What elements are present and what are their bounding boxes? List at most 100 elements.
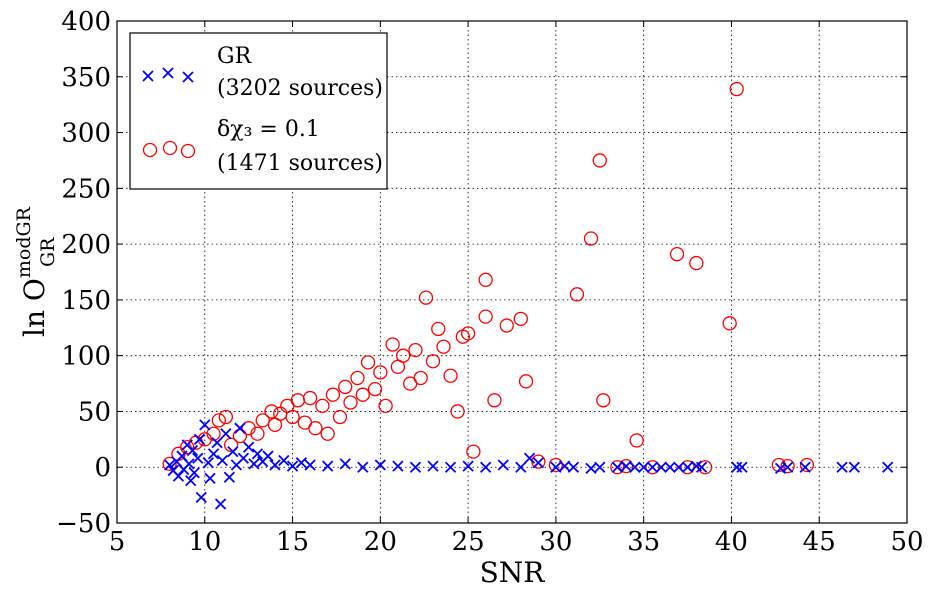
y-tick-label: 400 [61,7,111,37]
x-tick-label: 25 [452,527,485,557]
x-axis-label: SNR [480,556,546,589]
data-point-modified-gr [478,309,493,324]
data-point-modified-gr [350,370,365,386]
data-point-modified-gr [592,153,607,168]
data-point-gr [227,445,239,458]
data-point-gr [695,461,708,473]
data-point-gr [646,461,659,473]
data-point-gr [673,461,685,473]
data-point-modified-gr [250,426,265,441]
data-point-gr [237,452,250,464]
data-point-modified-gr [478,272,493,287]
data-point-gr [339,458,351,470]
data-point-gr [193,433,206,445]
data-point-gr [248,458,260,470]
data-point-modified-gr [436,339,451,354]
data-point-gr [220,428,232,440]
data-point-gr [532,457,544,469]
data-point-modified-gr [431,321,446,337]
data-point-modified-gr [466,444,481,459]
data-point-modified-gr [729,81,744,97]
data-point-gr [214,498,227,510]
data-point-modified-gr [669,247,685,262]
data-point-gr [357,461,369,473]
legend-modified-gr-marker [180,143,196,159]
legend-modified-gr-marker [142,142,158,158]
data-point-modified-gr [232,428,248,444]
data-point-gr [251,448,264,460]
legend: GR (3202 sources) δχ₃ = 0.1 (1471 source… [129,32,388,190]
data-point-modified-gr [308,421,323,436]
data-point-gr [392,460,404,472]
y-axis-label-sup: modGR [13,206,35,278]
data-point-modified-gr [518,374,534,389]
legend-modified-gr-count: (1471 sources) [217,151,383,176]
data-point-gr [269,459,281,471]
data-point-modified-gr [513,311,528,327]
y-axis-label-main: ln O [18,278,51,337]
data-point-modified-gr [332,409,348,425]
modified-gr-series [162,81,815,475]
data-point-modified-gr [629,433,644,448]
data-point-modified-gr [360,355,376,370]
data-point-gr [374,459,386,471]
data-point-gr [629,461,641,473]
data-point-modified-gr [487,393,502,408]
data-point-gr [515,461,527,473]
data-point-gr [186,444,199,457]
data-point-modified-gr [780,458,795,474]
data-point-modified-gr [378,398,393,414]
data-point-gr [655,461,667,473]
data-point-modified-gr [285,409,300,425]
data-point-gr [427,460,439,472]
data-point-modified-gr [373,365,388,380]
y-tick-label: 200 [61,230,111,260]
data-point-gr [216,454,228,467]
data-point-gr [207,448,220,460]
x-tick-label: 10 [188,527,221,557]
y-tick-label: 100 [61,342,111,372]
data-point-modified-gr [722,316,737,331]
y-tick-label: 0 [94,453,111,483]
data-point-gr [594,461,606,473]
data-point-modified-gr [413,370,428,386]
legend-gr-marker [142,70,154,82]
x-tick-label: 20 [364,527,397,557]
x-tick-label: 40 [715,527,748,557]
y-tick-label: 350 [61,63,111,93]
x-tick-label: 45 [803,527,836,557]
data-point-gr [234,422,246,434]
data-point-modified-gr [396,348,411,363]
y-tick-label: 150 [61,286,111,316]
data-point-modified-gr [450,404,465,419]
legend-gr-marker [162,67,174,79]
data-point-gr [567,461,580,473]
data-point-gr [799,461,811,473]
data-point-gr [262,450,274,462]
legend-modified-gr-label: δχ₃ = 0.1 [217,117,320,142]
data-point-modified-gr [343,395,358,410]
y-axis-label: ln OmodGR GR [13,206,59,337]
data-point-modified-gr [338,379,353,395]
data-point-gr [188,467,200,479]
data-point-gr [199,419,211,431]
y-tick-label: −50 [56,509,111,539]
data-point-modified-gr [180,439,195,455]
data-point-gr [183,458,195,470]
data-point-gr [444,461,457,473]
data-point-gr [848,461,860,473]
data-point-gr [462,460,474,472]
data-point-modified-gr [583,231,599,246]
data-point-gr [278,454,290,467]
data-point-modified-gr [385,337,400,352]
y-tick-label: 250 [61,174,111,204]
data-point-gr [638,461,650,473]
data-point-modified-gr [689,255,704,271]
data-point-gr [409,461,422,473]
y-tick-label: 50 [78,397,111,427]
data-point-gr [304,459,316,471]
data-point-modified-gr [645,460,660,475]
data-point-gr [211,437,223,449]
data-point-modified-gr [211,413,226,428]
data-point-modified-gr [320,426,335,441]
